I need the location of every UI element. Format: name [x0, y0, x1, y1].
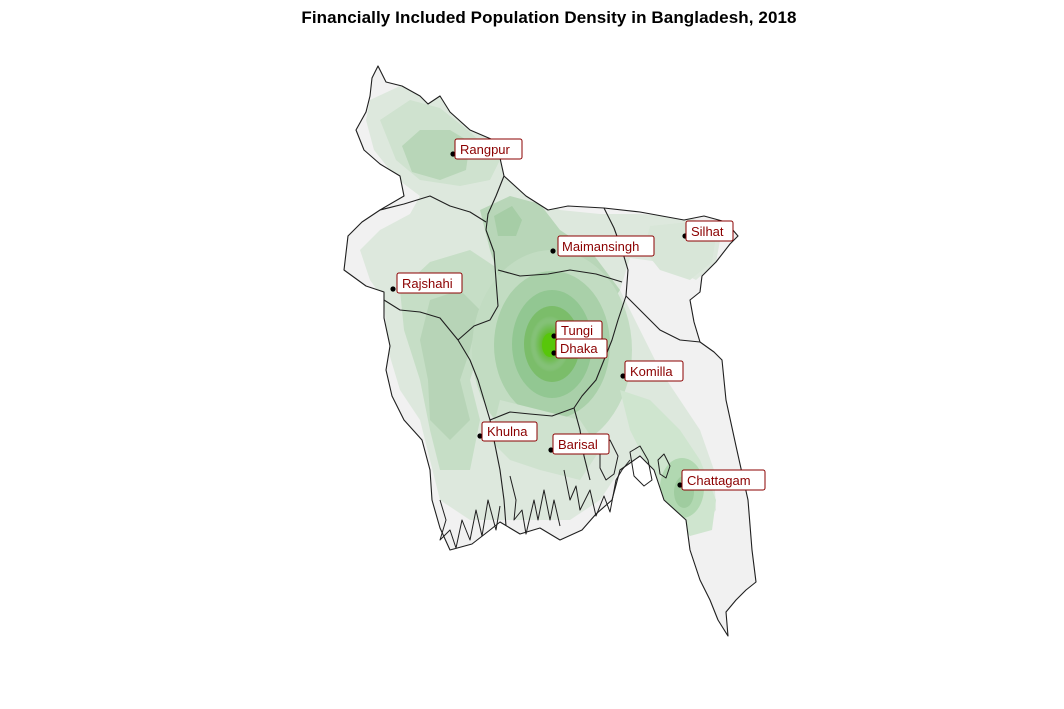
density-band-rangpur: [402, 130, 470, 180]
sandwip-island: [657, 453, 671, 479]
border-dhaka-barisal: [489, 407, 575, 421]
city-label-rangpur: Rangpur: [460, 142, 511, 157]
border-rangpur-maimansingh: [485, 175, 505, 231]
city-silhat[interactable]: Silhat: [682, 220, 734, 242]
city-point-dhaka: [551, 350, 557, 356]
city-label-khulna: Khulna: [487, 424, 528, 439]
city-chattagam[interactable]: Chattagam: [677, 469, 766, 491]
city-point-maimansingh: [550, 248, 556, 254]
label-box-rangpur: [454, 138, 523, 160]
delta-coastline-east: [563, 459, 631, 517]
label-box-rajshahi: [396, 272, 463, 294]
city-point-komilla: [620, 373, 626, 379]
city-barisal[interactable]: Barisal: [548, 433, 610, 455]
border-silhat-chattagam: [625, 295, 701, 343]
delta-coastline-mid: [509, 475, 561, 535]
border-maimansingh-dhaka: [497, 269, 623, 283]
city-point-chattagam: [677, 482, 683, 488]
city-label-barisal: Barisal: [558, 437, 598, 452]
label-box-komilla: [624, 360, 684, 382]
density-band-south: [490, 400, 600, 480]
city-rangpur[interactable]: Rangpur: [450, 138, 523, 160]
label-box-dhaka: [555, 338, 608, 359]
label-box-khulna: [481, 421, 538, 442]
border-rajshahi-dhaka: [457, 229, 499, 341]
city-komilla[interactable]: Komilla: [620, 360, 684, 382]
label-box-maimansingh: [557, 235, 655, 257]
city-tungi[interactable]: Tungi: [551, 320, 603, 341]
label-box-barisal: [552, 433, 610, 455]
city-label-komilla: Komilla: [630, 364, 673, 379]
city-point-rangpur: [450, 151, 456, 157]
border-rangpur-rajshahi: [379, 195, 487, 223]
label-box-silhat: [685, 220, 734, 242]
density-band-maimansingh: [494, 206, 522, 236]
bhola-island: [599, 439, 619, 481]
city-point-barisal: [548, 447, 554, 453]
country-outline: [343, 65, 757, 637]
border-dhaka-khulna: [457, 339, 491, 421]
city-label-rajshahi: Rajshahi: [402, 276, 453, 291]
city-markers: Rangpur Maimansingh Silhat Rajshahi Tung…: [390, 138, 766, 491]
hatiya-island: [629, 445, 653, 487]
city-point-rajshahi: [390, 286, 396, 292]
city-label-silhat: Silhat: [691, 224, 724, 239]
city-label-maimansingh: Maimansingh: [562, 239, 639, 254]
delta-coastline-west: [439, 499, 501, 549]
city-label-tungi: Tungi: [561, 323, 593, 338]
border-rajshahi-khulna: [383, 299, 459, 341]
city-khulna[interactable]: Khulna: [477, 421, 538, 442]
city-maimansingh[interactable]: Maimansingh: [550, 235, 655, 257]
city-rajshahi[interactable]: Rajshahi: [390, 272, 463, 294]
city-point-khulna: [477, 433, 483, 439]
borders: [343, 65, 757, 637]
city-point-tungi: [551, 333, 557, 339]
border-dhaka-chattagam: [573, 295, 627, 409]
label-box-chattagam: [681, 469, 766, 491]
city-label-dhaka: Dhaka: [560, 341, 598, 356]
density-band-west-inner: [420, 290, 480, 440]
map-title: Financially Included Population Density …: [301, 8, 797, 27]
city-dhaka[interactable]: Dhaka: [551, 338, 608, 359]
city-label-chattagam: Chattagam: [687, 473, 751, 488]
density-layer: [360, 86, 722, 536]
